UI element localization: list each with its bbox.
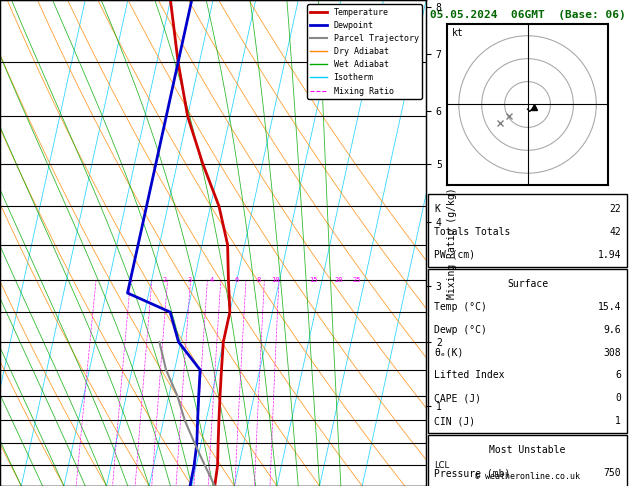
Text: 25: 25 [352,277,360,283]
Text: 20: 20 [335,277,343,283]
FancyBboxPatch shape [428,435,627,486]
Text: 1: 1 [128,277,133,283]
Text: 2: 2 [162,277,167,283]
Legend: Temperature, Dewpoint, Parcel Trajectory, Dry Adiabat, Wet Adiabat, Isotherm, Mi: Temperature, Dewpoint, Parcel Trajectory… [307,4,422,99]
Text: CIN (J): CIN (J) [434,416,476,426]
Text: Dewp (°C): Dewp (°C) [434,325,487,335]
Text: 1: 1 [615,416,621,426]
Text: 3: 3 [188,277,192,283]
Text: 15: 15 [309,277,318,283]
Text: θₑ(K): θₑ(K) [434,347,464,358]
Text: 9.6: 9.6 [603,325,621,335]
Text: 42: 42 [609,227,621,237]
Text: 22: 22 [609,204,621,214]
FancyBboxPatch shape [428,269,627,433]
Text: 0: 0 [615,393,621,403]
Text: 8: 8 [256,277,260,283]
Text: 6: 6 [615,370,621,381]
Text: kt: kt [452,28,464,38]
Text: PW (cm): PW (cm) [434,250,476,260]
Text: Most Unstable: Most Unstable [489,445,565,455]
Text: CAPE (J): CAPE (J) [434,393,481,403]
Text: 6: 6 [235,277,239,283]
FancyBboxPatch shape [428,194,627,267]
Text: 4: 4 [209,277,213,283]
Text: K: K [434,204,440,214]
Text: 10: 10 [271,277,279,283]
Text: 15.4: 15.4 [598,302,621,312]
Text: 308: 308 [603,347,621,358]
Text: Surface: Surface [507,279,548,289]
Text: Lifted Index: Lifted Index [434,370,504,381]
Text: Temp (°C): Temp (°C) [434,302,487,312]
Text: 1.94: 1.94 [598,250,621,260]
Text: © weatheronline.co.uk: © weatheronline.co.uk [475,472,580,481]
Text: 750: 750 [603,468,621,478]
Text: Pressure (mb): Pressure (mb) [434,468,511,478]
Text: 05.05.2024  06GMT  (Base: 06): 05.05.2024 06GMT (Base: 06) [430,10,625,20]
Text: Totals Totals: Totals Totals [434,227,511,237]
Y-axis label: Mixing Ratio (g/kg): Mixing Ratio (g/kg) [447,187,457,299]
Text: LCL: LCL [435,461,450,470]
